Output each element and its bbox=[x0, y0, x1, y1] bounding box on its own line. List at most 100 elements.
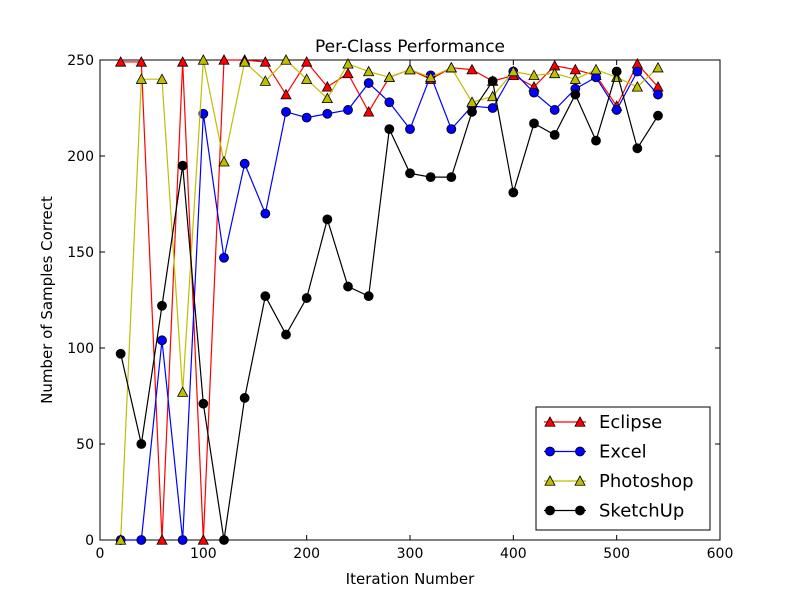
legend-marker-photoshop bbox=[574, 475, 586, 486]
data-point-sketchup bbox=[115, 348, 126, 359]
data-point-excel bbox=[136, 535, 147, 545]
data-point-sketchup bbox=[591, 135, 601, 146]
data-point-excel bbox=[611, 105, 622, 115]
data-point-photoshop bbox=[466, 96, 478, 107]
data-point-sketchup bbox=[322, 214, 333, 225]
data-point-excel bbox=[219, 252, 229, 263]
data-point-sketchup bbox=[157, 300, 167, 311]
data-point-photoshop bbox=[238, 56, 251, 67]
data-point-photoshop bbox=[528, 69, 540, 81]
legend-item-sketchup: SketchUp bbox=[544, 501, 684, 522]
data-point-sketchup bbox=[425, 172, 436, 183]
data-point-photoshop bbox=[156, 73, 168, 84]
data-point-sketchup bbox=[487, 76, 498, 87]
data-point-sketchup bbox=[198, 398, 209, 409]
data-point-photoshop bbox=[197, 54, 210, 65]
x-axis-label: Iteration Number bbox=[346, 570, 475, 588]
chart-title: Per-Class Performance bbox=[315, 37, 505, 57]
data-point-photoshop bbox=[176, 386, 189, 397]
legend-marker-excel bbox=[545, 446, 555, 457]
data-point-excel bbox=[632, 66, 643, 77]
data-point-excel bbox=[281, 106, 291, 117]
data-point-eclipse bbox=[259, 56, 272, 67]
data-point-photoshop bbox=[300, 73, 313, 84]
legend-marker-eclipse bbox=[574, 416, 586, 427]
data-point-sketchup bbox=[529, 118, 539, 129]
data-point-photoshop bbox=[652, 61, 664, 73]
legend: Eclipse Excel Photoshop SketchUp bbox=[535, 406, 711, 531]
data-point-sketchup bbox=[363, 291, 374, 302]
legend-item-excel: Excel bbox=[544, 442, 647, 463]
x-tick-label: 600 bbox=[707, 546, 734, 562]
data-point-eclipse bbox=[135, 56, 148, 67]
data-point-photoshop bbox=[548, 67, 561, 79]
data-point-eclipse bbox=[156, 534, 168, 545]
data-point-eclipse bbox=[197, 534, 210, 545]
data-point-excel bbox=[322, 108, 333, 119]
legend-marker-excel bbox=[575, 446, 585, 457]
data-point-eclipse bbox=[362, 105, 375, 117]
data-point-photoshop bbox=[507, 65, 520, 77]
data-point-photoshop bbox=[362, 65, 375, 77]
data-point-sketchup bbox=[467, 106, 477, 117]
data-point-sketchup bbox=[343, 281, 353, 292]
y-tick-label: 0 bbox=[85, 533, 94, 549]
x-tick-label: 300 bbox=[397, 546, 424, 562]
data-point-sketchup bbox=[446, 172, 457, 183]
data-point-photoshop bbox=[321, 92, 334, 104]
data-point-sketchup bbox=[219, 535, 229, 545]
data-point-sketchup bbox=[177, 160, 188, 171]
x-tick-label: 100 bbox=[190, 546, 217, 562]
series-sketchup bbox=[115, 66, 663, 545]
y-tick-label: 150 bbox=[67, 245, 94, 261]
data-point-sketchup bbox=[653, 110, 663, 121]
series-photoshop bbox=[114, 54, 664, 545]
data-point-sketchup bbox=[405, 168, 415, 179]
data-point-eclipse bbox=[114, 56, 127, 67]
data-point-photoshop bbox=[445, 61, 458, 73]
data-point-excel bbox=[157, 335, 167, 346]
data-point-sketchup bbox=[508, 187, 519, 198]
data-point-photoshop bbox=[404, 63, 416, 75]
legend-label-excel: Excel bbox=[599, 442, 647, 463]
data-point-sketchup bbox=[549, 129, 560, 140]
data-point-excel bbox=[260, 208, 271, 219]
legend-label-eclipse: Eclipse bbox=[599, 412, 662, 433]
data-point-excel bbox=[301, 112, 312, 123]
data-point-photoshop bbox=[590, 63, 602, 75]
data-point-photoshop bbox=[218, 155, 230, 167]
legend-marker-sketchup bbox=[575, 505, 585, 516]
data-point-excel bbox=[363, 78, 374, 88]
data-point-photoshop bbox=[259, 75, 272, 86]
x-tick-label: 0 bbox=[96, 546, 105, 562]
data-point-sketchup bbox=[611, 66, 622, 77]
plot-area: 0 100 200 300 400 500 600 0 50 100 150 200 250 bbox=[67, 53, 733, 562]
data-point-photoshop bbox=[135, 73, 148, 84]
data-point-sketchup bbox=[570, 89, 581, 100]
y-axis-label: Number of Samples Correct bbox=[38, 196, 56, 404]
data-point-sketchup bbox=[239, 393, 250, 403]
x-tick-label: 200 bbox=[293, 546, 320, 562]
x-tick-label: 500 bbox=[603, 546, 630, 562]
legend-marker-sketchup bbox=[545, 505, 555, 516]
legend-label-photoshop: Photoshop bbox=[599, 471, 694, 492]
data-point-photoshop bbox=[342, 57, 354, 69]
data-point-sketchup bbox=[260, 291, 271, 302]
data-point-eclipse bbox=[218, 54, 230, 65]
data-point-sketchup bbox=[632, 143, 643, 154]
data-point-sketchup bbox=[384, 124, 395, 135]
y-tick-label: 100 bbox=[67, 341, 94, 357]
data-point-photoshop bbox=[424, 71, 437, 82]
data-point-eclipse bbox=[280, 88, 292, 100]
data-point-excel bbox=[446, 124, 457, 135]
data-point-sketchup bbox=[136, 439, 147, 449]
data-point-excel bbox=[487, 103, 498, 113]
y-tick-label: 250 bbox=[67, 53, 94, 69]
data-point-eclipse bbox=[342, 67, 354, 79]
data-point-photoshop bbox=[114, 534, 127, 545]
legend-item-photoshop: Photoshop bbox=[544, 471, 694, 492]
data-point-excel bbox=[405, 124, 415, 135]
data-point-eclipse bbox=[466, 63, 478, 75]
data-point-excel bbox=[239, 158, 250, 169]
